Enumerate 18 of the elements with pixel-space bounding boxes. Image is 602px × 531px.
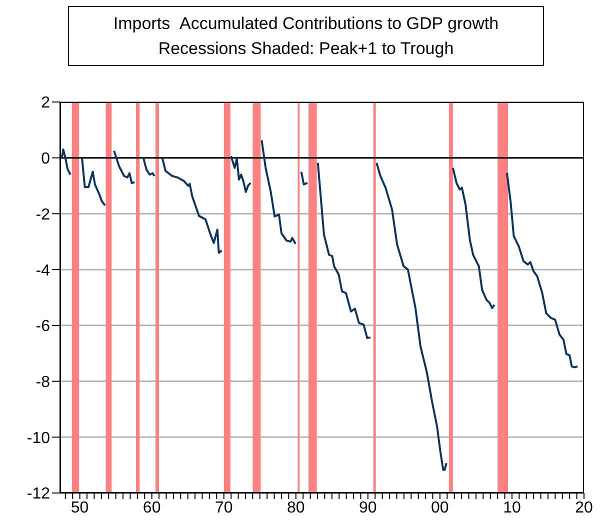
x-tick-label: 80 [286, 499, 305, 516]
y-tick-label: 2 [41, 94, 50, 112]
x-tick-label: 20 [575, 499, 593, 516]
y-tick-label: -12 [26, 486, 50, 503]
x-tick-label: 70 [214, 499, 233, 516]
x-tick-label: 90 [359, 499, 377, 516]
y-tick-label: -10 [26, 430, 50, 447]
x-tick-label: 50 [70, 499, 89, 516]
y-tick-label: 0 [41, 150, 50, 168]
x-tick-label: 60 [142, 499, 161, 516]
y-tick-label: -8 [36, 374, 50, 391]
y-tick-label: -4 [36, 262, 50, 280]
chart-subtitle: Recessions Shaded: Peak+1 to Trough [157, 38, 455, 60]
x-tick-label: 00 [431, 499, 449, 516]
x-tick-label: 10 [503, 499, 521, 516]
chart-title: Imports Accumulated Contributions to GDP growth [112, 13, 500, 35]
y-tick-label: -6 [36, 318, 50, 336]
y-tick-label: -2 [36, 206, 50, 224]
